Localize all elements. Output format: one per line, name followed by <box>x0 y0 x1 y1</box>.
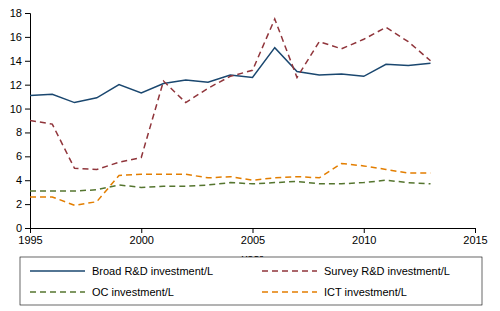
legend: Broad R&D investment/L Survey R&D investm… <box>20 257 482 305</box>
x-tick-label: 2015 <box>463 234 487 246</box>
y-tick-mark <box>25 132 30 133</box>
series-line <box>30 19 431 170</box>
y-tick-label: 12 <box>10 79 22 91</box>
y-tick-label: 10 <box>10 103 22 115</box>
x-tick: 2005 <box>241 228 265 246</box>
y-tick: 18 <box>10 7 30 19</box>
x-tick: 2000 <box>130 228 154 246</box>
x-axis-line <box>31 229 476 234</box>
y-tick-label: 14 <box>10 55 22 67</box>
y-tick-label: 8 <box>16 126 22 138</box>
legend-label: Survey R&D investment/L <box>324 265 450 277</box>
y-tick: 8 <box>16 126 30 138</box>
legend-swatch <box>30 291 85 293</box>
y-tick-mark <box>25 85 30 86</box>
y-tick: 0 <box>16 222 30 234</box>
y-tick-mark <box>25 180 30 181</box>
x-tick: 2010 <box>352 228 376 246</box>
y-tick-label: 2 <box>16 198 22 210</box>
legend-swatch <box>30 270 85 272</box>
x-tick-label: 2010 <box>352 234 376 246</box>
y-axis-line <box>25 14 31 229</box>
x-tick-mark <box>364 228 365 233</box>
plot-area <box>30 19 431 205</box>
legend-label: OC investment/L <box>92 286 174 298</box>
y-tick: 6 <box>16 150 30 162</box>
y-tick-mark <box>25 61 30 62</box>
y-tick: 10 <box>10 103 30 115</box>
y-tick-mark <box>25 109 30 110</box>
y-tick: 12 <box>10 79 30 91</box>
y-tick-label: 4 <box>16 174 22 186</box>
series-line <box>30 48 431 103</box>
y-tick-mark <box>25 156 30 157</box>
legend-label: Broad R&D investment/L <box>92 265 213 277</box>
series-line <box>30 164 431 206</box>
y-tick-label: 0 <box>16 222 22 234</box>
x-axis: 1995 2000 2005 2010 2015 <box>18 228 487 246</box>
x-tick-label: 1995 <box>18 234 42 246</box>
legend-label: ICT investment/L <box>324 286 407 298</box>
series-line <box>30 180 431 191</box>
y-tick-mark <box>25 228 30 229</box>
y-tick-mark <box>25 37 30 38</box>
legend-swatch <box>262 270 317 272</box>
y-tick: 14 <box>10 55 30 67</box>
y-tick: 4 <box>16 174 30 186</box>
y-tick-label: 16 <box>10 31 22 43</box>
x-tick-mark <box>253 228 254 233</box>
y-tick-label: 18 <box>10 7 22 19</box>
chart: 19952000200520102015024681012141618yearB… <box>0 0 500 311</box>
x-tick-label: 2000 <box>130 234 154 246</box>
y-tick-mark <box>25 204 30 205</box>
x-tick-label: 2005 <box>241 234 265 246</box>
x-tick-mark <box>141 228 142 233</box>
y-tick: 16 <box>10 31 30 43</box>
legend-swatch <box>262 291 317 293</box>
legend-frame <box>20 257 482 305</box>
y-tick: 2 <box>16 198 30 210</box>
y-axis: 0 2 4 6 8 10 12 14 16 18 <box>10 7 31 234</box>
x-tick: 2015 <box>463 228 487 246</box>
x-tick-mark <box>475 228 476 233</box>
y-tick-mark <box>25 13 30 14</box>
y-tick-label: 6 <box>16 150 22 162</box>
